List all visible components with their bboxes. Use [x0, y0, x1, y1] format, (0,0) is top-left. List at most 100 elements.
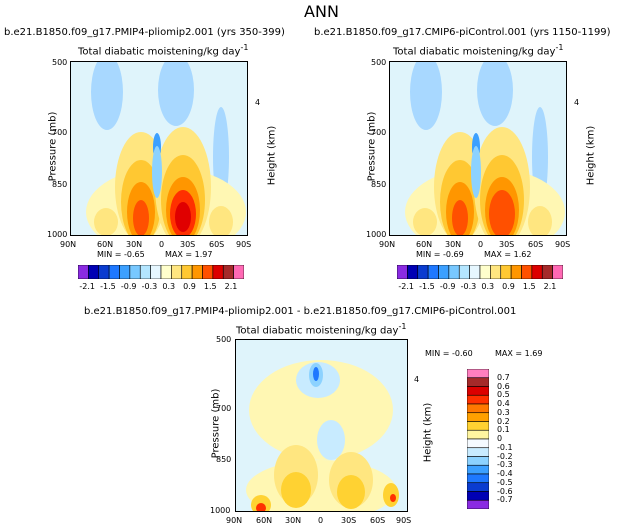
panel-1-xtick-30n: 30N	[126, 240, 143, 249]
colorbar-swatch	[212, 265, 224, 279]
colorbar-swatch	[397, 265, 408, 279]
colorbar-swatch	[467, 386, 489, 396]
contour-region	[281, 472, 311, 508]
colorbar-swatch	[233, 265, 244, 279]
colorbar-tick-label: 1.5	[522, 282, 536, 291]
colorbar-swatch	[448, 265, 460, 279]
panel-2-ytick-1000: 1000	[366, 230, 387, 239]
colorbar-swatch	[490, 265, 502, 279]
colorbar-tick-label: -2.1	[398, 282, 414, 291]
contour-region	[452, 200, 468, 235]
colorbar-swatch	[541, 265, 553, 279]
panel-1-y2tick-4: 4	[255, 98, 261, 107]
contour-region	[528, 206, 552, 235]
panel-3-subtitle: Total diabatic moistening/kg day-1	[236, 322, 407, 337]
panel-1-xtick-90s: 90S	[236, 240, 252, 249]
colorbar-swatch	[78, 265, 89, 279]
colorbar-tick-label: -0.6	[497, 486, 513, 496]
colorbar-swatch	[467, 438, 489, 449]
panel-3-y2label: Height (km)	[422, 402, 434, 463]
contour-region	[383, 483, 399, 507]
contour-region	[471, 146, 481, 198]
panel-3-max-label: MAX = 1.69	[495, 349, 543, 358]
panel-2-title: b.e21.B1850.f09_g17.CMIP6-piControl.001 …	[314, 27, 611, 38]
colorbar-swatch	[467, 456, 489, 466]
colorbar-tick-label: 0.3	[162, 282, 176, 291]
colorbar-swatch	[427, 265, 439, 279]
panel-3-ytick-850: 850	[216, 455, 232, 464]
colorbar-swatch	[467, 394, 489, 405]
colorbar-swatch	[438, 265, 450, 279]
contour-region	[313, 367, 319, 381]
colorbar-tick-label: 0.3	[497, 407, 510, 417]
contour-region	[133, 200, 149, 235]
contour-region	[152, 146, 162, 198]
panel-2-plot-area	[389, 61, 567, 236]
panel-2-xtick-0: 0	[478, 240, 484, 249]
colorbar-swatch	[407, 265, 419, 279]
colorbar-tick-label: -2.1	[79, 282, 95, 291]
panel-3-xtick-30s: 30S	[341, 516, 357, 525]
contour-region	[256, 503, 266, 511]
panel-3-xtick-90s: 90S	[396, 516, 412, 525]
colorbar-tick-label: -0.3	[141, 282, 158, 291]
panel-1-ytick-700: 700	[52, 128, 68, 137]
panel-1-ytick-1000: 1000	[47, 230, 68, 239]
panel-2-xtick-30s: 30S	[499, 240, 515, 249]
panel-2-y2label: Height (km)	[585, 125, 597, 186]
main-title: ANN	[304, 2, 339, 21]
contour-region	[317, 420, 345, 460]
colorbar-swatch	[467, 403, 489, 414]
colorbar-swatch	[467, 421, 489, 431]
panel-1-plot-area	[70, 61, 248, 236]
panel-2-xtick-90n: 90N	[379, 240, 396, 249]
colorbar-swatch	[552, 265, 563, 279]
panel-1-subtitle: Total diabatic moistening/kg day-1	[78, 43, 249, 58]
panel-1-ytick-850: 850	[52, 180, 68, 189]
colorbar-tick-label: -0.9	[120, 282, 137, 291]
panel-3-xtick-60n: 60N	[256, 516, 273, 525]
contour-region	[337, 475, 365, 509]
panel-2-subtitle: Total diabatic moistening/kg day-1	[393, 43, 564, 58]
colorbar-swatch	[171, 265, 183, 279]
colorbar-swatch	[119, 265, 131, 279]
colorbar-tick-label: 0.1	[497, 425, 510, 435]
contour-region	[390, 494, 396, 502]
contour-region	[209, 206, 233, 235]
colorbar-swatch	[108, 265, 120, 279]
panel-3-ytick-500: 500	[216, 335, 232, 344]
colorbar-tick-label: 0.4	[497, 399, 510, 408]
colorbar-swatch	[98, 265, 110, 279]
panel-3-xtick-60s: 60S	[370, 516, 386, 525]
contour-region	[410, 62, 442, 130]
contour-region	[489, 190, 515, 235]
panel-1-y2label: Height (km)	[266, 125, 278, 186]
colorbar-swatch	[191, 265, 203, 279]
panel-1-xtick-0: 0	[159, 240, 165, 249]
colorbar-tick-label: 0.5	[497, 390, 510, 400]
panel-1-max-label: MAX = 1.97	[165, 250, 213, 259]
colorbar-tick-label: -0.7	[497, 495, 513, 505]
colorbar-tick-label: -0.1	[497, 442, 513, 452]
contour-region	[175, 202, 191, 232]
colorbar-swatch	[88, 265, 100, 279]
colorbar-swatch	[139, 265, 151, 279]
panel-3-xtick-90n: 90N	[226, 516, 243, 525]
colorbar-tick-label: -1.5	[419, 282, 435, 291]
colorbar-swatch	[467, 429, 489, 440]
panel-2-xtick-60n: 60N	[416, 240, 433, 249]
colorbar-tick-label: -0.3	[460, 282, 477, 291]
colorbar-swatch	[467, 491, 489, 501]
colorbar-tick-label: -0.9	[439, 282, 456, 291]
panel-3-min-label: MIN = -0.60	[425, 349, 473, 358]
colorbar-tick-label: 0.2	[497, 416, 510, 426]
colorbar-swatch	[467, 499, 489, 509]
colorbar-swatch	[129, 265, 141, 279]
panel-3-ytick-700: 700	[216, 404, 232, 413]
colorbar-swatch	[467, 464, 489, 475]
colorbar-swatch	[531, 265, 543, 279]
colorbar-swatch	[467, 482, 489, 492]
panel-1-colorbar	[78, 265, 244, 279]
panel-2-y2tick-4: 4	[574, 98, 580, 107]
panel-1-xtick-60n: 60N	[97, 240, 114, 249]
